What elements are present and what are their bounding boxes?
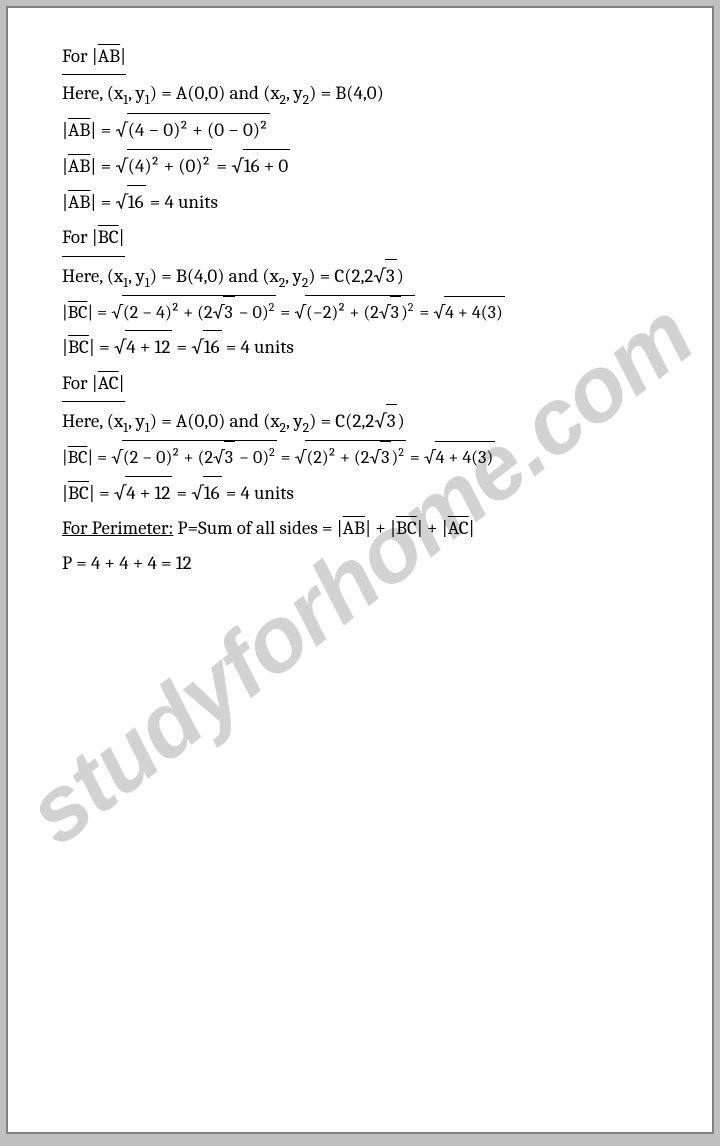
- perimeter-result: P = 4 + 4 + 4 = 12: [62, 547, 672, 580]
- section-bc-heading: For |BC|: [62, 221, 672, 256]
- ac-points: Here, (x1, y1) = A(0,0) and (x2, y2) = C…: [62, 404, 672, 438]
- ab-formula-2: |AB| = (4)² + (0)² = 16 + 0: [62, 149, 672, 183]
- segment-ac: AC: [98, 372, 119, 394]
- ac-formula-1: |BC| = (2 − 0)² + (23 − 0)2 = (2)² + (23…: [62, 440, 672, 474]
- text: For: [62, 45, 92, 67]
- ab-formula-1: |AB| = (4 − 0)² + (0 − 0)²: [62, 113, 672, 147]
- ac-result: |BC| = 4 + 12 = 16 = 4 units: [62, 476, 672, 510]
- bc-formula-1: |BC| = (2 − 4)² + (23 − 0)2 = (−2)² + (2…: [62, 295, 672, 329]
- segment-ab: AB: [98, 45, 120, 67]
- document-page: studyforhome.com For |AB| Here, (x1, y1)…: [6, 6, 714, 1134]
- bc-result: |BC| = 4 + 12 = 16 = 4 units: [62, 330, 672, 364]
- section-ac-heading: For |AC|: [62, 367, 672, 402]
- section-ab-heading: For |AB|: [62, 40, 672, 75]
- math-content: For |AB| Here, (x1, y1) = A(0,0) and (x2…: [8, 8, 712, 612]
- ab-points: Here, (x1, y1) = A(0,0) and (x2, y2) = B…: [62, 77, 672, 110]
- perimeter-formula: For Perimeter: P=Sum of all sides = |AB|…: [62, 512, 672, 545]
- bc-points: Here, (x1, y1) = B(4,0) and (x2, y2) = C…: [62, 259, 672, 293]
- ab-result: |AB| = 16 = 4 units: [62, 185, 672, 219]
- segment-bc: BC: [98, 226, 119, 248]
